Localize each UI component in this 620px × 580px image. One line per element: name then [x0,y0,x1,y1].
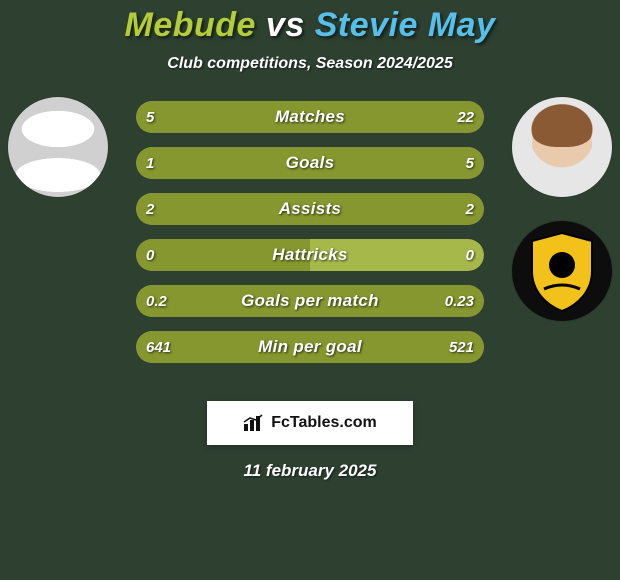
infographic-root: Mebude vs Stevie May Club competitions, … [0,0,620,580]
brand-box: FcTables.com [207,401,413,445]
bar-chart-icon [243,414,265,432]
bar-label: Hattricks [136,239,484,271]
stat-bar: 22Assists [136,193,484,225]
title-player1: Mebude [125,6,256,44]
title-vs: vs [266,6,305,44]
bar-label: Assists [136,193,484,225]
bar-label: Min per goal [136,331,484,363]
bar-label: Matches [136,101,484,133]
stat-bar: 15Goals [136,147,484,179]
stat-bar: 0.20.23Goals per match [136,285,484,317]
stat-bar: 522Matches [136,101,484,133]
bar-label: Goals [136,147,484,179]
page-title: Mebude vs Stevie May [125,6,496,45]
shield-icon [526,231,598,313]
date-text: 11 february 2025 [244,461,377,481]
brand-text: FcTables.com [271,414,377,432]
player2-club-badge [512,221,612,321]
bar-label: Goals per match [136,285,484,317]
stat-bar: 641521Min per goal [136,331,484,363]
player2-avatar [512,97,612,197]
stat-bar: 00Hattricks [136,239,484,271]
title-player2: Stevie May [315,6,496,44]
player1-avatar [8,97,108,197]
bars-container: 522Matches 15Goals 22Assists 00Hattricks 0.2… [136,101,484,363]
subtitle: Club competitions, Season 2024/2025 [167,55,452,73]
